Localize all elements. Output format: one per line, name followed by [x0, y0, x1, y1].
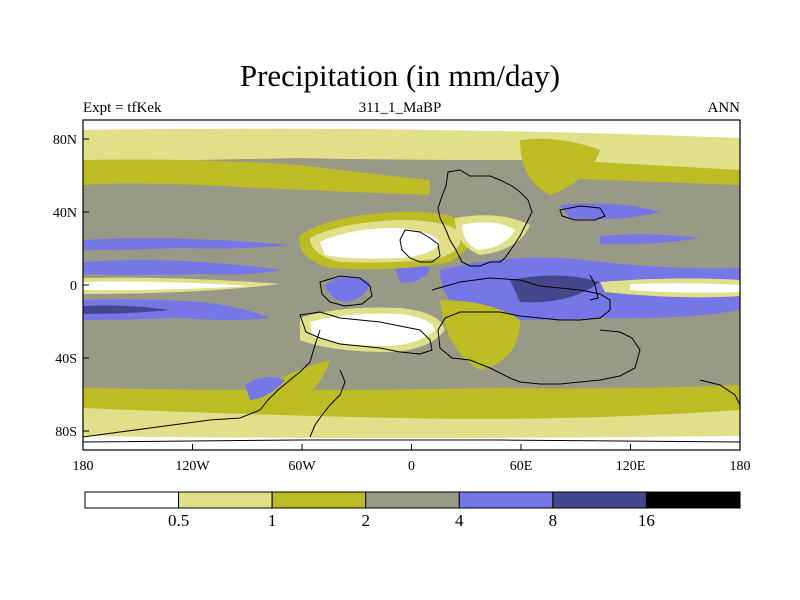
- coastline-africa-south: [299, 311, 433, 355]
- field-north-olive: [83, 159, 430, 195]
- precipitation-fields: [83, 120, 740, 450]
- field-warm-pool-heavy: [510, 275, 600, 303]
- colorbar-label: 4: [455, 511, 464, 530]
- colorbar-label: 1: [268, 511, 277, 530]
- lon-tick-label: 180: [73, 459, 94, 474]
- field-antarctic-dry: [83, 436, 740, 450]
- experiment-label: Expt = tfKek: [83, 100, 162, 116]
- field-amazon-wet: [325, 276, 370, 302]
- coastline-south-america-east: [309, 369, 346, 438]
- field-itcz-south-heavy: [83, 305, 170, 314]
- colorbar-box: [84, 491, 180, 509]
- colorbar-box: [365, 491, 460, 509]
- coastline-mediterranean: [399, 229, 441, 263]
- lon-tick-labels: 180 120W 60W 0 60E 120E 180: [73, 459, 751, 474]
- coastlines: [83, 169, 740, 443]
- field-east-pac-dry: [630, 283, 740, 293]
- lon-tick-label: 0: [408, 459, 415, 474]
- field-warm-pool: [440, 257, 740, 320]
- colorbar-label: 0.5: [168, 511, 189, 530]
- map-title: Precipitation (in mm/day): [239, 58, 561, 93]
- colorbar-box: [552, 491, 647, 509]
- lon-tick-label: 120W: [175, 459, 210, 474]
- lat-tick-label: 0: [70, 279, 77, 294]
- lon-tick-label: 60W: [288, 459, 316, 474]
- field-southern-africa-dry: [310, 313, 435, 346]
- period-label: 311_1_MaBP: [358, 100, 442, 116]
- coastline-south-america-west: [83, 329, 321, 438]
- colorbar-box: [178, 491, 273, 509]
- coastline-japan: [559, 205, 606, 221]
- field-arabia-dry: [462, 222, 515, 250]
- field-itcz-north: [83, 260, 280, 275]
- coastline-antarctica-east: [699, 379, 740, 406]
- field-sahara-dry: [320, 228, 440, 259]
- lon-tick-label: 60E: [510, 459, 533, 474]
- field-npac-wet: [83, 238, 290, 250]
- lat-tick-label: 80N: [53, 133, 77, 148]
- coastline-antarctica: [83, 439, 740, 443]
- field-australia-olive: [440, 300, 520, 370]
- lon-tick-label: 120E: [616, 459, 646, 474]
- field-npac-olive: [560, 160, 740, 185]
- lon-tick-marks: [82, 444, 741, 450]
- colorbar-box: [271, 491, 367, 509]
- lat-tick-label: 40S: [55, 352, 77, 367]
- colorbar: 0.5 1 2 4 8 16: [84, 491, 741, 530]
- lat-tick-label: 40N: [53, 206, 77, 221]
- colorbar-label: 16: [638, 511, 655, 530]
- colorbar-box: [645, 491, 741, 509]
- field-cold-tongue: [83, 281, 250, 291]
- lat-tick-label: 80S: [55, 425, 77, 440]
- colorbar-label: 2: [361, 511, 370, 530]
- season-label: ANN: [707, 100, 741, 116]
- field-chile-wet: [245, 376, 285, 400]
- coastline-west-block: [319, 275, 373, 307]
- field-asia-olive: [520, 138, 600, 195]
- colorbar-label: 8: [549, 511, 558, 530]
- field-kuroshio-wet: [560, 203, 660, 220]
- coastline-gondwana-east: [431, 277, 641, 385]
- colorbar-box: [458, 491, 554, 509]
- field-npac-east-wet: [600, 234, 700, 245]
- coastline-sumatra: [589, 274, 599, 301]
- field-itcz-south: [83, 299, 270, 320]
- lat-tick-marks: [83, 138, 89, 432]
- lat-tick-labels: 80N 40N 0 40S 80S: [53, 133, 77, 440]
- lon-tick-label: 180: [730, 459, 751, 474]
- coastline-north-block: [437, 169, 533, 267]
